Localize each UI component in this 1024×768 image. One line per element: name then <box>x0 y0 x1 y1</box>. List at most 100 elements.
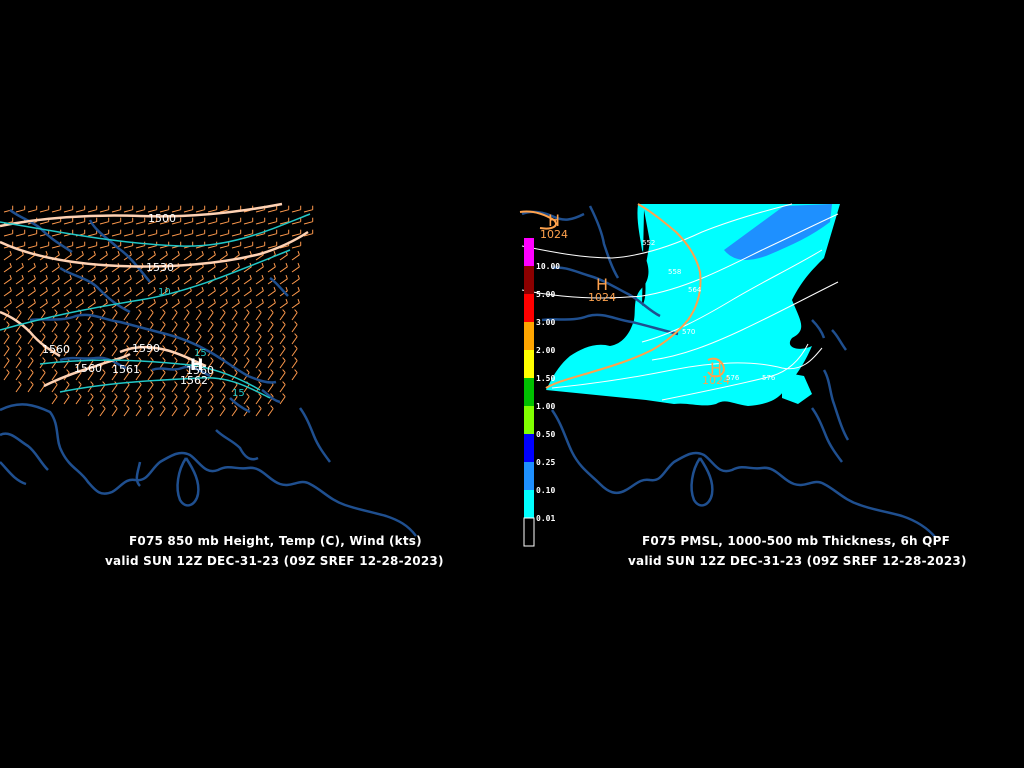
wind-barb <box>267 302 276 309</box>
wind-barb-feather <box>258 393 262 397</box>
wind-barb-feather <box>57 298 60 303</box>
wind-barb <box>255 245 265 249</box>
wind-barb-feather <box>93 298 96 303</box>
wind-barb-feather <box>165 274 168 279</box>
wind-barb-feather <box>114 333 118 337</box>
wind-barb <box>135 221 145 225</box>
wind-barb <box>255 408 262 417</box>
wind-barb-feather <box>249 286 252 291</box>
pressure-label: 1024 <box>702 374 730 387</box>
wind-barb-feather <box>69 274 72 279</box>
wind-barb-feather <box>225 262 228 267</box>
wind-barb <box>267 233 277 237</box>
wind-barb <box>135 396 142 405</box>
wind-barb-feather <box>273 286 276 291</box>
wind-barb-feather <box>153 286 156 291</box>
wind-barb <box>75 360 82 369</box>
wind-barb-feather <box>90 393 94 397</box>
wind-barb-feather <box>201 250 204 255</box>
wind-barb <box>255 221 265 225</box>
wind-barb <box>207 221 217 225</box>
wind-barb-feather <box>246 321 250 325</box>
wind-barb <box>27 312 34 321</box>
wind-barb <box>135 312 142 321</box>
wind-barb <box>63 348 70 357</box>
wind-barb <box>123 266 132 273</box>
wind-barb-feather <box>6 333 10 337</box>
wind-barb <box>267 360 274 369</box>
wind-barb-feather <box>114 393 118 397</box>
wind-barb <box>39 290 48 297</box>
wind-barb-feather <box>222 369 226 373</box>
wind-barb <box>15 324 22 333</box>
wind-barb <box>171 384 178 393</box>
wind-barb <box>183 266 192 273</box>
wind-barb <box>15 336 22 345</box>
colorbar-swatch <box>524 378 534 406</box>
wind-barb <box>219 266 228 273</box>
wind-barb <box>195 336 202 345</box>
wind-barb <box>135 245 145 249</box>
wind-barb-feather <box>198 381 202 385</box>
wind-barb-feather <box>234 321 238 325</box>
wind-barb <box>123 209 133 213</box>
wind-barb-feather <box>6 309 10 313</box>
wind-barb <box>39 245 49 249</box>
wind-barb-feather <box>117 298 120 303</box>
wind-barb-feather <box>117 286 120 291</box>
wind-barb <box>255 396 262 405</box>
wind-barb <box>27 348 34 357</box>
wind-barb <box>243 245 253 249</box>
wind-barb-feather <box>138 405 142 409</box>
wind-barb-feather <box>186 321 190 325</box>
wind-barb-feather <box>18 381 22 385</box>
wind-barb-feather <box>258 357 262 361</box>
wind-barb <box>111 336 118 345</box>
wind-barb-feather <box>138 393 142 397</box>
wind-barb-feather <box>57 274 60 279</box>
wind-barb-feather <box>297 286 300 291</box>
wind-barb <box>135 254 144 261</box>
wind-barb <box>135 336 142 345</box>
wind-barb-feather <box>270 369 274 373</box>
wind-barb <box>207 396 214 405</box>
wind-barb <box>3 266 12 273</box>
wind-barb-feather <box>69 298 72 303</box>
colorbar-value: 0.10 <box>536 486 556 495</box>
wind-barb-feather <box>246 309 250 313</box>
wind-barb-feather <box>105 286 108 291</box>
wind-barb <box>159 372 166 381</box>
wind-barb <box>135 324 142 333</box>
wind-barb <box>147 221 157 225</box>
wind-barb <box>75 324 82 333</box>
wind-barb-feather <box>270 405 274 409</box>
wind-barb <box>135 360 142 369</box>
wind-barb-feather <box>210 405 214 409</box>
wind-barb <box>135 290 144 297</box>
wind-barb <box>183 278 192 285</box>
wind-barb <box>267 278 276 285</box>
wind-barb-feather <box>117 250 120 255</box>
high-pressure-marker: H <box>596 275 608 294</box>
pressure-label: 1024 <box>540 228 568 241</box>
wind-barb <box>207 312 214 321</box>
wind-barb-feather <box>81 250 84 255</box>
wind-barb-feather <box>165 298 168 303</box>
wind-barb-feather <box>9 274 12 279</box>
wind-barb-feather <box>165 286 168 291</box>
wind-barb-feather <box>114 309 118 313</box>
wind-barb-feather <box>162 309 166 313</box>
wind-barb <box>51 290 60 297</box>
wind-barb-feather <box>9 298 12 303</box>
wind-barb-feather <box>234 345 238 349</box>
wind-barb-feather <box>294 321 298 325</box>
wind-barb-feather <box>258 309 262 313</box>
wind-barb-feather <box>54 369 58 373</box>
wind-barb <box>171 408 178 417</box>
wind-barb <box>183 408 190 417</box>
wind-barb <box>123 336 130 345</box>
wind-barb-feather <box>198 321 202 325</box>
wind-barb <box>171 324 178 333</box>
wind-barb <box>207 209 217 213</box>
wind-barb <box>63 336 70 345</box>
